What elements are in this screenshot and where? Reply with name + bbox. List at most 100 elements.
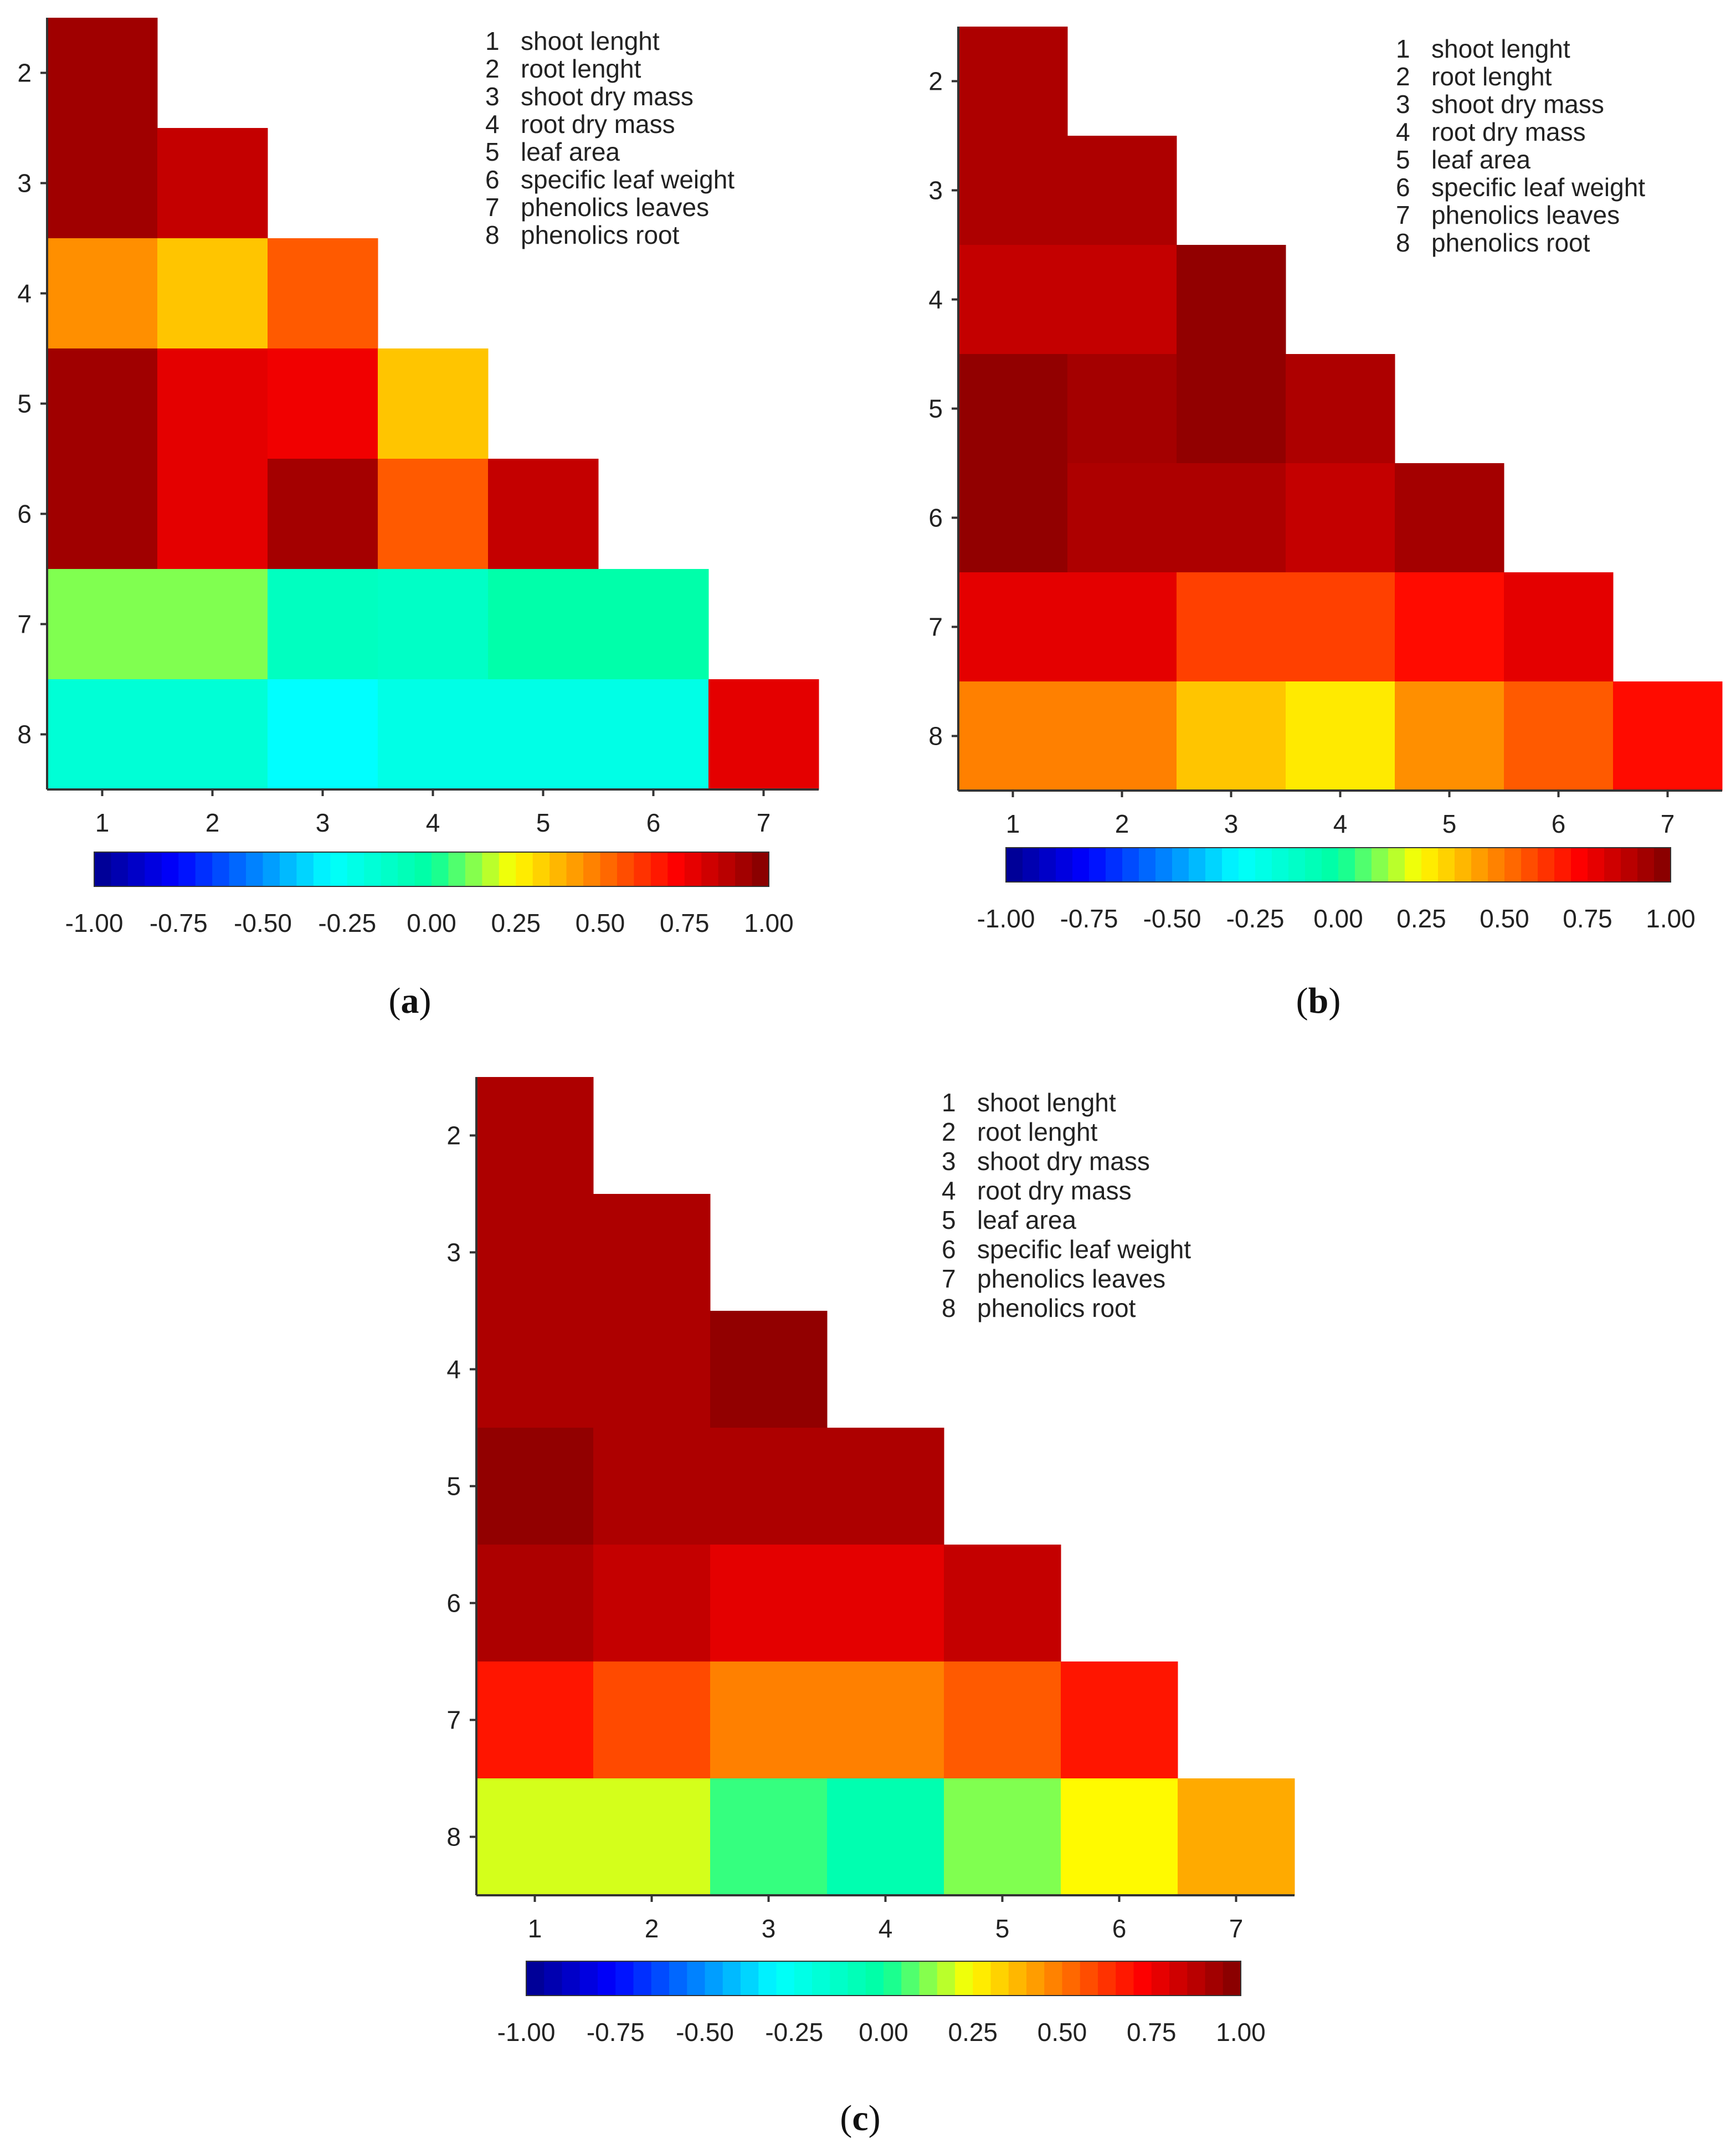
colorbar-segment [1538,848,1555,882]
heatmap-cell [1504,681,1614,791]
heatmap-cell [47,238,158,349]
legend-index: 7 [485,193,500,222]
y-tick-label: 7 [928,613,943,642]
heatmap-cell [268,459,378,570]
legend-variable-name: shoot dry mass [521,82,694,111]
colorbar-segment [1008,1961,1027,1996]
colorbar-segment [684,852,702,886]
heatmap-cell [1286,463,1395,573]
legend-variable-name: specific leaf weight [1431,173,1645,202]
variable-legend: 1 shoot lenght 2 root lenght 3 shoot dry mass… [485,27,735,249]
colorbar-segment [1272,848,1289,882]
heatmap-cell [268,348,378,459]
colorbar-segment [279,852,297,886]
heatmap-cell [47,459,158,570]
colorbar-segment [263,852,280,886]
colorbar-tick-label: -0.50 [234,909,292,937]
x-tick-label: 7 [757,808,771,837]
colorbar-segment [1355,848,1372,882]
heatmap-cell [827,1778,944,1896]
heatmap-cell [1395,463,1504,573]
colorbar-segment [516,852,533,886]
heatmap-cell [1286,354,1395,464]
colorbar-segment [718,852,736,886]
colorbar-tick-label: 0.00 [859,2018,908,2047]
heatmap-cell [1286,572,1395,682]
colorbar-segment [579,1961,598,1996]
y-tick-label: 7 [446,1706,461,1735]
heatmap-cell [944,1661,1061,1779]
colorbar-segment [562,1961,581,1996]
legend-variable-name: phenolics leaves [521,193,709,222]
colorbar-segment [776,1961,795,1996]
colorbar-segment [830,1961,849,1996]
colorbar-segment [1637,848,1655,882]
y-tick-label: 2 [17,59,32,88]
legend-variable-name: leaf area [1431,145,1530,174]
legend-index: 1 [1396,34,1410,63]
heatmap-cell [827,1428,944,1545]
colorbar-tick-label: -0.75 [1060,904,1118,933]
heatmap-cell [827,1545,944,1662]
colorbar-segment [615,1961,634,1996]
heatmap-cell [47,128,158,239]
colorbar-segment [296,852,314,886]
heatmap-cell [378,569,489,680]
colorbar-tick-label: 0.25 [491,909,541,937]
panel-label: (b) [1296,981,1341,1021]
heatmap-cell [476,1311,594,1428]
colorbar: -1.00 -0.75 -0.50 -0.25 0.00 0.25 0.50 0.75 1.00 [65,852,794,937]
colorbar-tick-label: 0.25 [948,2018,998,2047]
colorbar-tick-label: -1.00 [977,904,1035,933]
colorbar-frame [1005,847,1671,883]
heatmap-cell [1504,572,1614,682]
legend-index: 5 [1396,145,1410,174]
colorbar-segment [583,852,601,886]
heatmap-cell [710,1545,828,1662]
legend-variable-name: leaf area [977,1206,1076,1234]
x-tick-label: 2 [1115,809,1129,838]
colorbar-segment [687,1961,706,1996]
colorbar-segment [1222,848,1239,882]
y-tick-label: 6 [446,1589,461,1618]
colorbar-segment [990,1961,1009,1996]
legend-index: 6 [485,165,500,194]
x-tick-label: 4 [879,1914,893,1943]
colorbar-segment [794,1961,813,1996]
legend-variable-name: phenolics root [1431,228,1590,257]
colorbar-segment [532,852,550,886]
x-tick-label: 5 [995,1914,1010,1943]
legend-variable-name: specific leaf weight [521,165,735,194]
colorbar-tick-label: 0.75 [660,909,710,937]
heatmap-cell [1613,681,1723,791]
panel-label: (c) [840,2098,880,2138]
colorbar-segment [313,852,331,886]
colorbar-segment [705,1961,723,1996]
colorbar-tick-label: 0.75 [1563,904,1612,933]
legend-variable-name: root lenght [977,1117,1098,1146]
colorbar-tick-label: 0.50 [1038,2018,1087,2047]
colorbar-segment [973,1961,992,1996]
legend-index: 2 [942,1117,956,1146]
heatmap-cell [710,1311,828,1428]
colorbar-segment [735,852,753,886]
colorbar-segment [1438,848,1455,882]
colorbar-segment [1044,1961,1063,1996]
colorbar-segment [1455,848,1472,882]
colorbar-segment [482,852,500,886]
legend-index: 4 [485,110,500,139]
colorbar-segment [1139,848,1156,882]
heatmap-cell [598,569,709,680]
colorbar-segment [1255,848,1272,882]
heatmap-cell [476,1077,594,1194]
legend-variable-name: root dry mass [521,110,675,139]
heatmap-cell [710,1661,828,1779]
colorbar-segment [1026,1961,1045,1996]
colorbar-segment [752,852,769,886]
heatmap-cell [1286,681,1395,791]
colorbar-segment [865,1961,884,1996]
colorbar-tick-label: -0.50 [1143,904,1201,933]
heatmap-cell [476,1194,594,1311]
